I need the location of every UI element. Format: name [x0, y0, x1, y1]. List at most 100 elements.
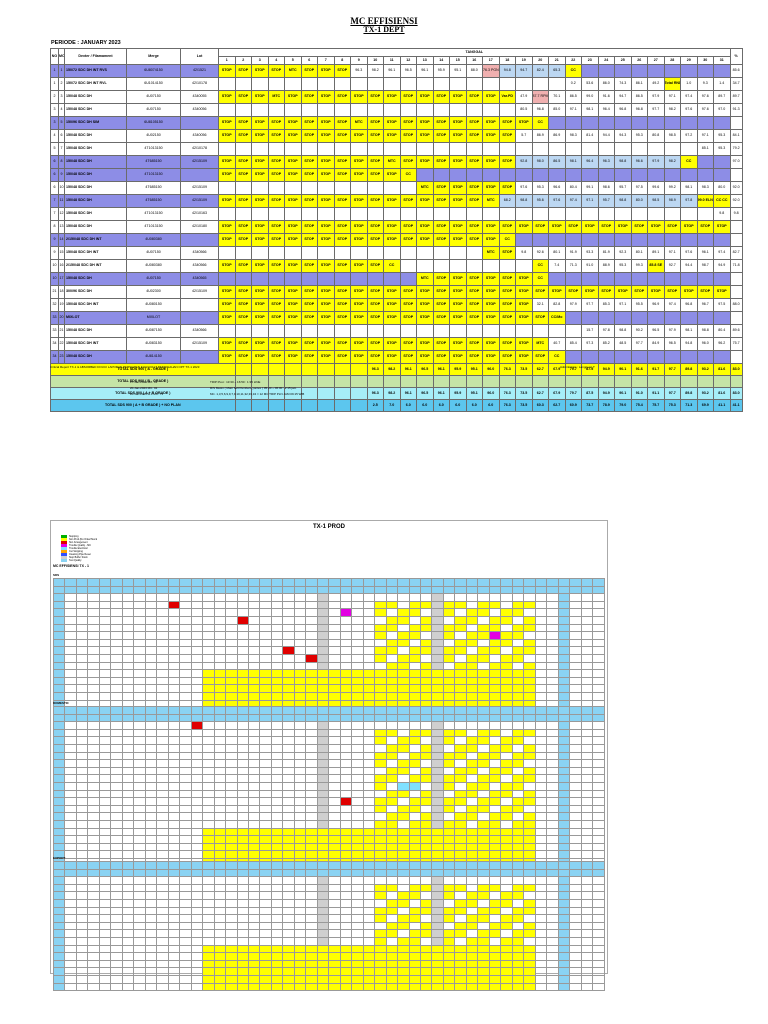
total-cell	[251, 387, 269, 400]
day-cell	[350, 181, 368, 195]
row-name: 150/48 SDC DH	[64, 350, 127, 364]
day-header: 29	[680, 56, 698, 65]
day-cell: STOP	[350, 337, 368, 351]
note-date: 20-Jan-2023 M.L MC. 73	[130, 392, 164, 396]
day-cell	[581, 116, 599, 130]
row-no: 32	[50, 298, 59, 312]
row-name: 150/48 SDC DH	[64, 142, 127, 156]
day-cell: STOP	[449, 194, 467, 208]
note-row: 20-Jan-2023 MC. 02 R/S Mesin ( Main belt …	[130, 386, 350, 390]
day-cell	[300, 324, 318, 338]
row-lot	[180, 116, 219, 130]
row-name: 150/48 SDC DH	[64, 181, 127, 195]
day-cell: 80.4	[564, 181, 582, 195]
day-cell: STOP	[416, 155, 434, 169]
row-merge: 4U02300	[126, 285, 181, 299]
day-cell: STOP	[416, 116, 434, 130]
total-cell: 73.5	[515, 387, 533, 400]
row-pct: 85.6	[729, 64, 743, 78]
day-header: 23	[581, 56, 599, 65]
legend-label: Std. Arrangement	[69, 541, 88, 544]
day-cell: 87.7 RPM	[531, 90, 549, 104]
total-cell: 98.2	[383, 387, 401, 400]
block-grid	[52, 578, 605, 716]
day-cell: STOP	[498, 298, 516, 312]
day-cell: 97.6	[696, 103, 714, 117]
day-cell	[317, 77, 335, 91]
note-row: 20-Jan-2023 M.L MC. 73 MC. 1,3,5,6,9,9,7,…	[130, 392, 350, 396]
row-merge: 4T1013150	[126, 207, 181, 221]
day-cell	[333, 272, 351, 286]
day-header: 25	[614, 56, 632, 65]
day-cell: 97.2	[680, 129, 698, 143]
day-cell: 94.9	[713, 259, 731, 273]
day-cell: 80.1	[630, 246, 648, 260]
day-cell	[531, 207, 549, 221]
row-pct	[729, 285, 743, 299]
day-cell	[449, 77, 467, 91]
total-cell: 6.0	[432, 399, 450, 412]
day-cell	[597, 350, 615, 364]
day-cell: STOP	[350, 285, 368, 299]
row-lot: 4340566	[180, 246, 219, 260]
day-cell: 99.2	[663, 181, 681, 195]
legend-swatch	[61, 550, 67, 553]
day-cell: STOP	[284, 155, 302, 169]
day-cell	[647, 350, 665, 364]
total-cell: 95.1	[465, 387, 483, 400]
table-row: 1 1 150/72 SDC DH INT RVS 6U8074150 42/1521 S…	[50, 64, 743, 78]
day-cell	[498, 142, 516, 156]
day-cell	[548, 272, 566, 286]
day-cell: STOP	[663, 220, 681, 234]
total-cell: 91.1	[647, 387, 665, 400]
day-cell	[416, 324, 434, 338]
total-cell: 75.7	[647, 399, 665, 412]
total-pct: 83.0	[729, 363, 743, 376]
day-cell	[630, 207, 648, 221]
total-cell: 6.0	[416, 399, 434, 412]
day-cell	[399, 142, 417, 156]
day-cell	[548, 116, 566, 130]
day-cell: STOP	[449, 116, 467, 130]
day-cell: 82.4	[531, 64, 549, 78]
day-cell	[234, 246, 252, 260]
table-row: 8 13 150/48 SDC DH 4T1013150 42/10180 STOP STO…	[50, 220, 743, 234]
day-cell: STOP	[498, 350, 516, 364]
row-lot: 42/10163	[180, 207, 219, 221]
total-cell: 76.3	[498, 363, 516, 376]
day-cell: STOP	[350, 90, 368, 104]
day-cell: STOP	[498, 220, 516, 234]
day-cell: MTC	[482, 246, 500, 260]
row-name: 150/48 SDC DH	[64, 90, 127, 104]
day-cell	[647, 168, 665, 182]
day-cell	[383, 246, 401, 260]
total-row: TOTAL SDS 900 ( A - GRADE ) 96.3 98.2 96.1 9…	[50, 363, 743, 376]
total-cell: 87.5	[581, 387, 599, 400]
day-cell: 98.8	[696, 324, 714, 338]
day-cell: 80.0	[713, 181, 731, 195]
day-cell	[350, 77, 368, 91]
day-cell	[696, 207, 714, 221]
day-cell: STOP	[696, 285, 714, 299]
row-lot: 4340056	[180, 129, 219, 143]
day-cell: 96.2	[713, 337, 731, 351]
day-cell: 1.4	[713, 77, 731, 91]
day-cell: 49.2	[647, 77, 665, 91]
day-cell	[647, 142, 665, 156]
total-cell	[267, 363, 285, 376]
day-cell	[498, 77, 516, 91]
table-row: 32 19 150/48 SDC DH INT 4U080150 STOP STOP STO…	[50, 298, 743, 312]
day-cell: 97.1	[564, 103, 582, 117]
day-cell	[234, 142, 252, 156]
day-cell	[416, 103, 434, 117]
day-cell: STOP	[465, 337, 483, 351]
day-cell: STOP	[234, 285, 252, 299]
day-cell: STOP	[366, 311, 384, 325]
day-cell: STOP	[218, 298, 236, 312]
total-cell: 97.7	[663, 363, 681, 376]
table-row: 10 17 150/48 SDC DH 4U07150 4340565 MTC STOP ST…	[50, 272, 743, 286]
day-cell	[366, 142, 384, 156]
day-cell: STOP	[300, 259, 318, 273]
day-cell	[432, 77, 450, 91]
day-cell: CC	[498, 233, 516, 247]
